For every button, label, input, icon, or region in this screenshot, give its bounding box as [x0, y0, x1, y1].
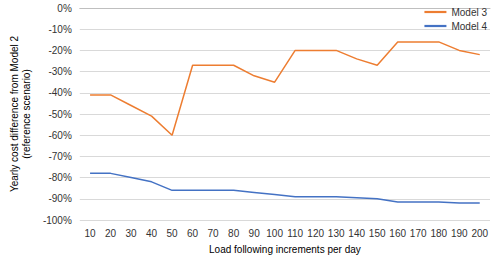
svg-text:60: 60 — [187, 228, 199, 239]
svg-text:40: 40 — [146, 228, 158, 239]
svg-text:190: 190 — [451, 228, 468, 239]
svg-text:180: 180 — [430, 228, 447, 239]
svg-text:Model 4: Model 4 — [451, 21, 487, 32]
svg-text:Load following increments per: Load following increments per day — [209, 244, 361, 255]
svg-text:10: 10 — [84, 228, 96, 239]
svg-text:200: 200 — [471, 228, 488, 239]
svg-text:(reference scenario): (reference scenario) — [21, 69, 32, 158]
svg-text:170: 170 — [410, 228, 427, 239]
svg-text:140: 140 — [348, 228, 365, 239]
svg-text:130: 130 — [328, 228, 345, 239]
svg-text:-30%: -30% — [48, 66, 71, 77]
svg-text:-40%: -40% — [48, 87, 71, 98]
svg-text:Yearly cost difference from Mo: Yearly cost difference from Model 2 — [9, 35, 20, 192]
svg-text:-70%: -70% — [48, 151, 71, 162]
svg-text:110: 110 — [287, 228, 303, 239]
svg-text:120: 120 — [307, 228, 324, 239]
svg-text:Model 3: Model 3 — [451, 7, 487, 18]
svg-text:30: 30 — [126, 228, 138, 239]
svg-text:-10%: -10% — [48, 24, 71, 35]
svg-text:-80%: -80% — [48, 172, 71, 183]
svg-text:20: 20 — [105, 228, 117, 239]
svg-text:100: 100 — [266, 228, 283, 239]
svg-text:50: 50 — [167, 228, 179, 239]
svg-text:-50%: -50% — [48, 109, 71, 120]
svg-text:150: 150 — [369, 228, 386, 239]
svg-text:90: 90 — [249, 228, 261, 239]
svg-text:160: 160 — [389, 228, 406, 239]
svg-text:-100%: -100% — [43, 215, 72, 226]
svg-text:-20%: -20% — [48, 45, 71, 56]
svg-text:0%: 0% — [57, 3, 72, 14]
svg-text:80: 80 — [228, 228, 240, 239]
svg-text:70: 70 — [208, 228, 220, 239]
svg-text:-90%: -90% — [48, 193, 71, 204]
svg-text:-60%: -60% — [48, 130, 71, 141]
